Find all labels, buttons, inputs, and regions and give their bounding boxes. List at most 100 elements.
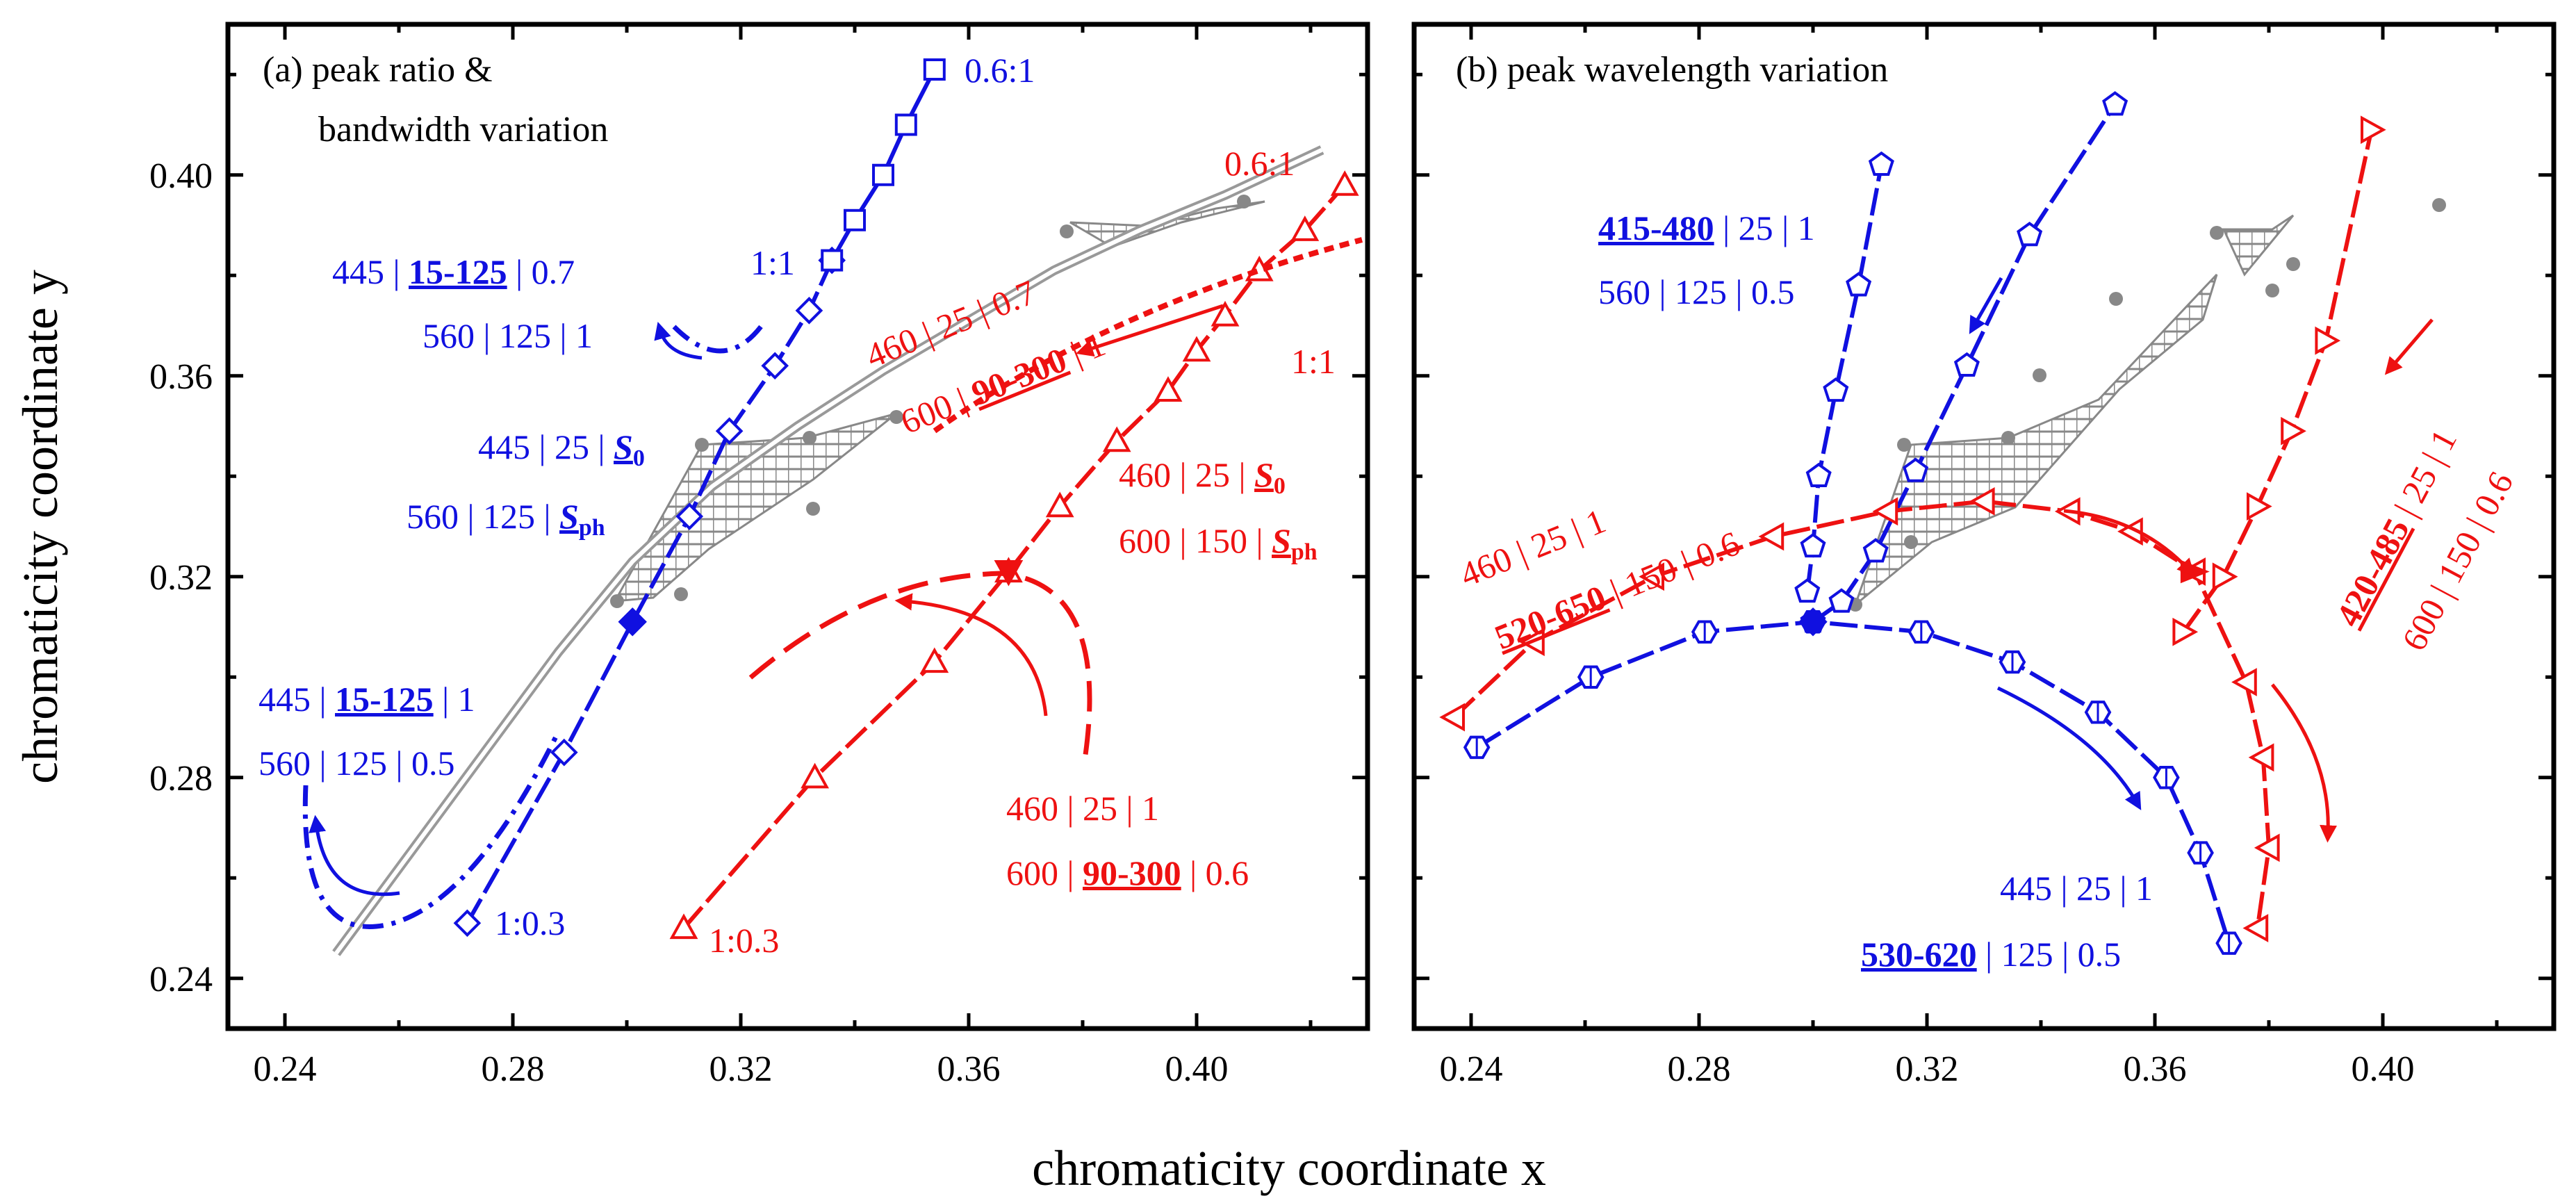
a-blue-s-line2: 560 | 125 | Sph — [407, 497, 605, 541]
b-panel-title: (b) peak wavelength variation — [1456, 50, 1888, 90]
a-label-blue-103: 1:0.3 — [495, 903, 565, 942]
x-tick-label: 0.32 — [709, 1049, 773, 1089]
a-red-arrow-top — [1076, 304, 1224, 357]
x-tick-label: 0.36 — [937, 1049, 1001, 1089]
data-point-2-4 — [1045, 491, 1074, 518]
a-label-red-06: 0.6:1 — [1224, 144, 1295, 183]
panel-b: 0.24 0.28 0.32 0.36 0.40 — [1411, 22, 2557, 1089]
data-point-1-2 — [1862, 538, 1889, 563]
a-red-bw-bot-line1: 460 | 25 | 1 — [1006, 789, 1159, 828]
data-point-2-0 — [669, 913, 698, 940]
series-line-4 — [2181, 129, 2374, 633]
b-blue-arrow-top — [1969, 277, 2003, 334]
data-point-0-0 — [453, 909, 482, 938]
a-blue-bw-bot-line1: 445 | 15-125 | 1 — [259, 680, 475, 719]
data-point-1-1 — [844, 208, 866, 231]
data-point-1-3 — [894, 113, 917, 136]
data-point-3-12 — [2242, 914, 2269, 942]
x-tick-label: 0.28 — [482, 1049, 545, 1089]
data-point-3-11 — [2254, 833, 2280, 862]
data-point-4-5 — [2361, 115, 2386, 145]
a-planckian-locus — [332, 145, 1324, 956]
data-point-1-3 — [1903, 457, 1929, 482]
data-point-3-5 — [1969, 486, 1995, 516]
data-point-0-4 — [715, 417, 744, 445]
data-point-2-1 — [801, 762, 829, 789]
b-blue-top-line2: 560 | 125 | 0.5 — [1598, 272, 1795, 311]
a-red-arrow-bottom — [894, 593, 1048, 717]
x-tick-label: 0.36 — [2124, 1049, 2187, 1089]
panel-a: 0.24 0.28 0.32 0.36 0.40 0.24 0.28 0.32 0.36 0.40 — [149, 22, 1370, 1089]
a-frame — [225, 22, 1370, 1031]
b-hatched-region — [1853, 273, 2218, 608]
data-point-4-4 — [2315, 326, 2341, 355]
x-tick-label: 0.24 — [1440, 1049, 1503, 1089]
a-label-blue-11: 1:1 — [750, 243, 795, 282]
a-label-blue-06: 0.6:1 — [965, 51, 1035, 90]
y-tick-label: 0.28 — [149, 759, 213, 799]
data-point-1-6 — [2102, 91, 2128, 116]
data-point-1-4 — [1953, 352, 1980, 377]
data-point-2-8 — [1211, 300, 1240, 327]
a-blue-arrow-top — [654, 321, 703, 360]
a-red-s-line2: 600 | 150 | Sph — [1119, 521, 1318, 565]
x-tick-label: 0.28 — [1668, 1049, 1731, 1089]
data-point-2-6 — [1154, 376, 1183, 402]
a-label-red-103: 1:0.3 — [709, 921, 779, 960]
a-red-dotted-top — [933, 237, 1363, 434]
data-point-3-4 — [1872, 497, 1898, 526]
series-line-3 — [1452, 499, 2272, 928]
x-axis-title: chromaticity coordinate x — [1032, 1140, 1546, 1196]
data-point-0-5 — [1868, 151, 1894, 177]
data-point-3-9 — [2231, 668, 2257, 696]
a-blue-bw-bot-line2: 560 | 125 | 0.5 — [259, 744, 455, 783]
data-point-0-3 — [1823, 377, 1849, 402]
data-point-3-3 — [1758, 522, 1785, 551]
data-point-0-2 — [1805, 462, 1832, 488]
a-blue-bw-top-line2: 560 | 125 | 1 — [423, 316, 593, 355]
a-hatched-region-2 — [1069, 200, 1265, 248]
b-blue-bot-line2: 530-620 | 125 | 0.5 — [1861, 935, 2121, 974]
a-hatched-region — [613, 412, 897, 603]
b-frame — [1411, 22, 2557, 1031]
a-blue-s-line1: 445 | 25 | S0 — [478, 427, 645, 471]
data-point-0-1 — [1800, 532, 1826, 558]
a-red-s-line1: 460 | 25 | S0 — [1119, 455, 1286, 499]
data-point-4-0 — [2172, 617, 2199, 646]
x-tick-label: 0.32 — [1896, 1049, 1959, 1089]
a-red-dashed-bottom — [748, 571, 1092, 765]
data-point-1-4 — [923, 58, 946, 81]
data-point-2-7 — [1182, 336, 1211, 362]
a-blue-dashdot-bottom — [302, 735, 559, 929]
b-red-arrow-right — [2384, 318, 2434, 375]
data-point-2-11 — [1330, 170, 1359, 196]
data-point-4-2 — [2247, 492, 2272, 521]
data-point-2-5 — [1102, 426, 1131, 452]
a-panel-title-line2: bandwidth variation — [318, 110, 608, 149]
data-point-3-2 — [1639, 562, 1664, 591]
a-blue-arrow-bottom — [309, 815, 400, 897]
planckian-locus-inner — [334, 147, 1323, 955]
b-red-left-line1: 460 | 25 | 1 — [1454, 501, 1611, 594]
data-point-0-4 — [1846, 272, 1872, 297]
a-blue-dashdot-top — [672, 325, 763, 354]
y-tick-label: 0.24 — [149, 960, 213, 999]
a-label-red-11: 1:1 — [1291, 342, 1336, 381]
series-line-2 — [682, 183, 1347, 930]
series-line-0 — [465, 259, 834, 924]
data-point-1-1 — [1828, 588, 1855, 613]
y-tick-label: 0.40 — [149, 156, 213, 196]
y-axis-title: chromaticity coordinate y — [13, 270, 68, 784]
data-point-0-0 — [1794, 578, 1821, 603]
data-point-2-2 — [920, 647, 949, 673]
b-red-arrow-bottom — [2271, 683, 2338, 843]
b-blue-top-line1: 415-480 | 25 | 1 — [1598, 208, 1815, 247]
x-tick-label: 0.40 — [1165, 1049, 1229, 1089]
b-blue-arrow-bottom — [1996, 686, 2142, 810]
reference-point-0 — [618, 607, 647, 637]
data-point-0-6 — [795, 296, 823, 325]
b-gray-dots — [1848, 198, 2446, 612]
data-point-0-1 — [550, 738, 578, 767]
b-reference-point-blue — [1798, 607, 1828, 637]
